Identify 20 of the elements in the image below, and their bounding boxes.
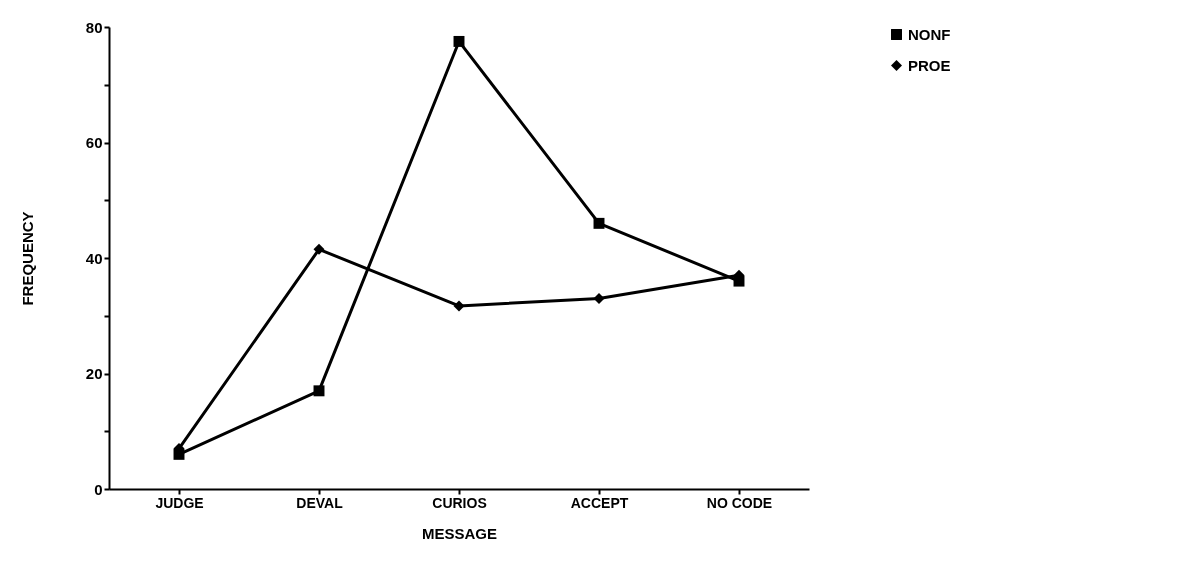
y-tick-label: 20 [85, 365, 103, 382]
legend-label: PROE [908, 56, 951, 74]
x-tick-label: ACCEPT [570, 494, 629, 511]
x-tick-label: JUDGE [155, 494, 204, 511]
point [593, 292, 605, 304]
y-tick-label: 60 [85, 134, 103, 151]
legend-label: NONF [908, 25, 951, 43]
point [593, 217, 605, 229]
y-tick-label: 80 [85, 18, 103, 36]
x-axis-title: MESSAGE [421, 524, 498, 542]
point [453, 35, 465, 47]
x-tick-label: CURIOS [432, 494, 487, 511]
y-tick-label: 40 [85, 249, 103, 267]
point [453, 300, 465, 312]
y-tick-label: 0 [94, 480, 103, 498]
point [313, 243, 325, 255]
x-tick-label: DEVAL [296, 494, 344, 511]
x-tick-label: NO CODE [706, 494, 773, 511]
y-axis-title: FREQUENCY [18, 211, 36, 306]
point [313, 385, 325, 397]
